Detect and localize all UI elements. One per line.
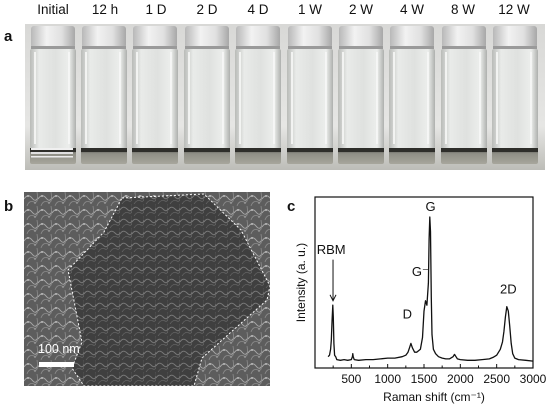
x-tick-label-1000: 1000 [374,372,401,386]
panel-a-letter: a [4,28,13,45]
panel-b-letter: b [4,198,14,215]
raman-plot-area: 500 1000 1500 2000 2500 3000 Raman shift (cm⁻¹… [294,196,547,404]
annotation-rbm: RBM [317,242,346,257]
scale-bar [39,362,74,367]
sem-micrograph [24,192,270,386]
vial-label-initial: Initial [37,2,69,17]
y-axis-label: Intensity (a. u.) [294,243,308,322]
x-tick-label-1500: 1500 [411,372,438,386]
x-tick-label-2500: 2500 [483,372,510,386]
vial-label-8w: 8 W [450,2,475,17]
vial-label-12h: 12 h [91,2,119,17]
vial-label-2w: 2 W [348,2,373,17]
raman-spectrum-line [327,216,534,362]
x-tick-label-500: 500 [341,372,361,386]
initial-sediment [31,148,73,158]
x-tick-label-3000: 3000 [520,372,547,386]
scale-bar-label: 100 nm [38,342,80,356]
vial-label-12w: 12 W [498,2,530,17]
annotation-d: D [403,306,412,321]
vials-photo [25,24,545,170]
annotation-g-minus: G⁻ [412,264,429,279]
x-axis-label: Raman shift (cm⁻¹) [383,390,485,404]
vial-label-4d: 4 D [247,2,269,17]
raman-chart: 500 1000 1500 2000 2500 3000 Raman shift (cm⁻¹… [294,196,547,404]
x-tick-label-2000: 2000 [447,372,474,386]
annotation-g: G [425,199,435,214]
vial-label-2d: 2 D [196,2,218,17]
annotation-2d: 2D [500,281,517,296]
dark-region-outline [67,193,270,386]
vial-label-4w: 4 W [399,2,424,17]
panel-c-letter: c [287,198,296,215]
vial-label-1d: 1 D [145,2,167,17]
vial-label-1w: 1 W [297,2,322,17]
rbm-arrow-head [329,294,337,302]
